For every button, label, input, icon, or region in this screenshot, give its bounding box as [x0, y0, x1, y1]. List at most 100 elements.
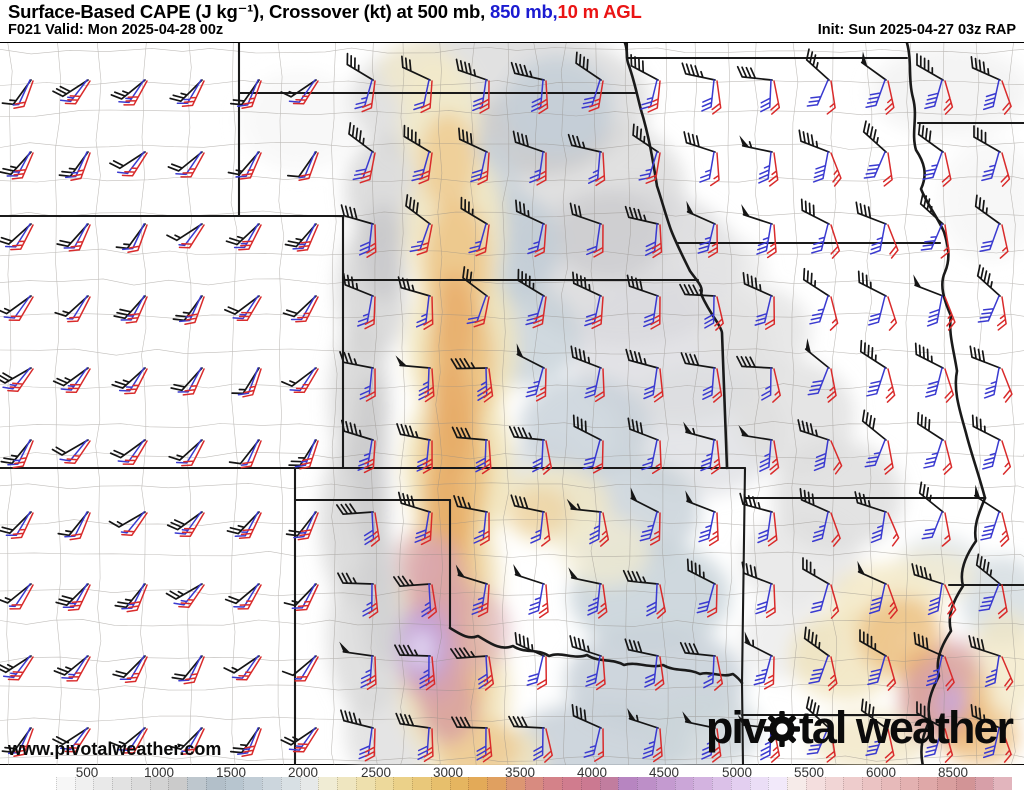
wind-barb [569, 635, 602, 657]
wind-barb [805, 696, 830, 729]
watermark: www.pivotalweather.com [8, 739, 222, 759]
wind-barb [944, 656, 955, 691]
wind-barb [541, 512, 551, 547]
wind-barb [530, 79, 544, 112]
wind-barb [224, 583, 260, 605]
wind-barb [0, 655, 32, 674]
wind-barb [859, 629, 887, 657]
wind-barb [683, 421, 716, 441]
wind-barb [857, 270, 887, 297]
wind-barb [593, 224, 604, 258]
wind-barb [926, 295, 943, 327]
wind-barb [12, 440, 34, 469]
colorbar-segment [543, 777, 562, 790]
wind-barb [416, 439, 430, 472]
wind-barb [683, 131, 716, 153]
wind-barb [119, 655, 145, 681]
colorbar-segment [112, 777, 131, 790]
cape-shading-layer [240, 43, 1024, 766]
wind-barb [708, 512, 719, 547]
wind-barb [587, 583, 601, 616]
wind-barb [741, 561, 773, 585]
wind-barb [0, 223, 32, 245]
wind-barb [0, 151, 32, 176]
wind-barb [825, 728, 836, 763]
wind-barb [769, 440, 780, 475]
wind-barb [114, 583, 146, 609]
wind-barb [283, 583, 317, 607]
wind-barb [365, 368, 376, 402]
wind-barb [595, 656, 606, 691]
wind-barb [736, 355, 773, 369]
wind-barb [860, 51, 887, 81]
wind-barb [171, 655, 203, 681]
wind-barb [358, 727, 373, 760]
wind-barb [239, 152, 262, 180]
wind-barb [0, 295, 32, 315]
wind-barb [918, 481, 944, 513]
colorbar-segment [93, 777, 112, 790]
wind-barb [395, 712, 431, 729]
wind-barb [61, 655, 88, 680]
wind-barb [913, 632, 944, 657]
wind-barb [121, 152, 148, 177]
colorbar-segment [768, 777, 787, 790]
wind-barb [7, 368, 34, 393]
wind-barb [975, 553, 1001, 585]
colorbar-segment [955, 777, 975, 790]
wind-barb [225, 223, 260, 246]
wind-barb [802, 557, 830, 585]
wind-barb [700, 439, 715, 472]
wind-barb [364, 728, 376, 762]
colorbar-label: 3500 [504, 765, 536, 780]
colorbar-label: 3000 [432, 765, 464, 780]
wind-barb [450, 358, 488, 370]
wind-barb [763, 656, 775, 690]
wind-barb [13, 728, 34, 757]
wind-barb [240, 440, 262, 469]
wind-barb [971, 414, 1001, 441]
wind-barb [422, 440, 433, 474]
wind-barb [761, 367, 772, 401]
wind-barb [7, 656, 34, 681]
colorbar-segment [918, 777, 937, 790]
wind-barb [453, 495, 488, 513]
wind-barb [625, 348, 659, 369]
wind-barb [296, 224, 319, 252]
colorbar-segment [562, 777, 581, 790]
wind-barb [861, 409, 887, 441]
wind-barb [681, 62, 716, 81]
wind-barb [865, 79, 886, 108]
wind-barb [855, 201, 887, 225]
colorbar-segment [655, 777, 675, 790]
wind-barb [231, 655, 259, 679]
wind-barb [770, 80, 781, 115]
colorbar [38, 777, 1012, 790]
wind-barb [284, 223, 317, 248]
wind-barb [508, 715, 545, 729]
wind-barb [394, 644, 431, 657]
wind-barb [744, 631, 773, 657]
wind-barb [537, 80, 549, 115]
wind-barb [864, 439, 886, 468]
wind-barb [8, 296, 34, 321]
wind-barb [644, 223, 658, 256]
wind-barb [235, 151, 259, 178]
wind-barb [983, 367, 1000, 399]
wind-barb [477, 152, 490, 186]
wind-barb [363, 440, 376, 474]
wind-barb [455, 58, 488, 81]
wind-barb [2, 367, 31, 390]
wind-barb [294, 439, 316, 468]
wind-barb [51, 439, 89, 456]
wind-barb [755, 583, 772, 615]
wind-barb [870, 511, 886, 544]
wind-barb [280, 79, 317, 98]
wind-barb [981, 151, 1000, 182]
wind-barb [534, 224, 547, 258]
wind-barb [182, 368, 205, 396]
wind-barb [67, 584, 91, 612]
wind-barb [701, 727, 715, 760]
wind-barb [423, 296, 434, 330]
